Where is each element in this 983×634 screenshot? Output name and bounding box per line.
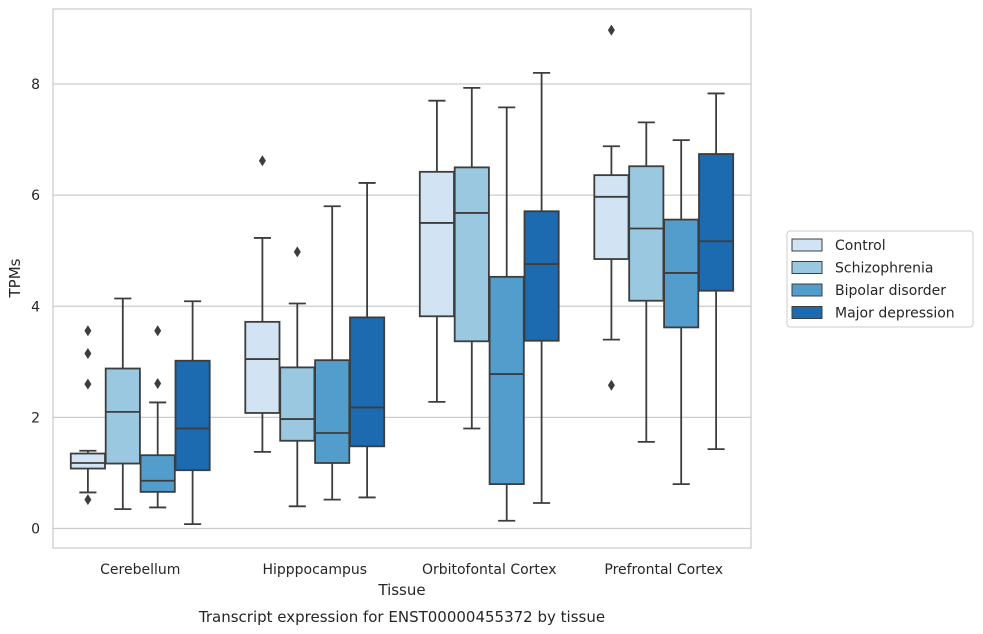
box [523, 72, 560, 504]
box-iqr [104, 367, 141, 465]
box [698, 92, 735, 450]
box-iqr [593, 174, 630, 260]
box-iqr [453, 166, 490, 343]
y-gridlines [53, 83, 751, 530]
series-control [69, 24, 630, 506]
x-tick-label: Hipppocampus [262, 562, 367, 578]
box-iqr [523, 210, 560, 342]
box [418, 99, 455, 403]
legend-label: Schizophrenia [835, 261, 933, 277]
outlier-point [607, 379, 615, 391]
x-tick-label: Prefrontal Cortex [604, 562, 723, 578]
box-iqr [314, 359, 351, 464]
outlier-point [293, 246, 301, 258]
legend-label: Control [835, 238, 886, 254]
legend-swatch [791, 306, 823, 319]
box [453, 87, 490, 430]
box-iqr [244, 320, 281, 414]
y-tick-label: 0 [31, 522, 40, 538]
outlier-point [84, 378, 92, 390]
series-schizophrenia [104, 87, 665, 511]
box [174, 300, 211, 526]
box-iqr [418, 170, 455, 318]
outlier-point [607, 24, 615, 36]
box [69, 325, 106, 506]
outlier-point [84, 348, 92, 360]
y-tick-label: 8 [31, 77, 40, 93]
box [104, 297, 141, 511]
box [628, 121, 665, 443]
box-iqr [139, 454, 176, 493]
outlier-point [154, 378, 162, 390]
box-iqr [174, 359, 211, 472]
y-tick-label: 4 [31, 299, 40, 315]
box-iqr [279, 366, 316, 442]
x-tick-label: Orbitofontal Cortex [422, 562, 557, 578]
legend-swatch [791, 238, 823, 252]
box [349, 182, 386, 499]
box [139, 325, 176, 509]
legend: Control Schizophrenia Bipolar disorder Majo… [786, 230, 974, 328]
y-tick-label: 2 [31, 410, 40, 426]
outlier-point [84, 325, 92, 337]
outlier-point [154, 325, 162, 337]
y-tick-labels: 0 2 4 6 8 [31, 77, 40, 538]
series-major-depression [174, 72, 735, 526]
x-tick-label: Cerebellum [100, 562, 180, 578]
plot-frame [52, 8, 752, 549]
outlier-point [84, 494, 92, 506]
box [314, 205, 351, 501]
y-axis-title: TPMs [6, 258, 24, 298]
legend-swatch [791, 261, 823, 274]
x-axis-title: Tissue [377, 581, 425, 599]
box-iqr [628, 165, 665, 302]
box-iqr [349, 316, 386, 448]
box [488, 106, 525, 522]
box [663, 139, 700, 485]
legend-label: Major depression [835, 306, 955, 322]
chart-caption: Transcript expression for ENST0000045537… [198, 608, 605, 626]
y-tick-label: 6 [31, 188, 40, 204]
legend-label: Bipolar disorder [835, 283, 946, 299]
legend-swatch [791, 283, 823, 297]
box-iqr [488, 275, 525, 485]
box-iqr [69, 452, 106, 470]
series-bipolar-disorder [139, 106, 700, 522]
outlier-point [258, 155, 266, 167]
box-iqr [698, 153, 735, 292]
box-series-group [69, 24, 735, 526]
legend-frame [786, 230, 974, 328]
x-tick-labels: Cerebellum Hipppocampus Orbitofontal Corte… [100, 562, 723, 578]
